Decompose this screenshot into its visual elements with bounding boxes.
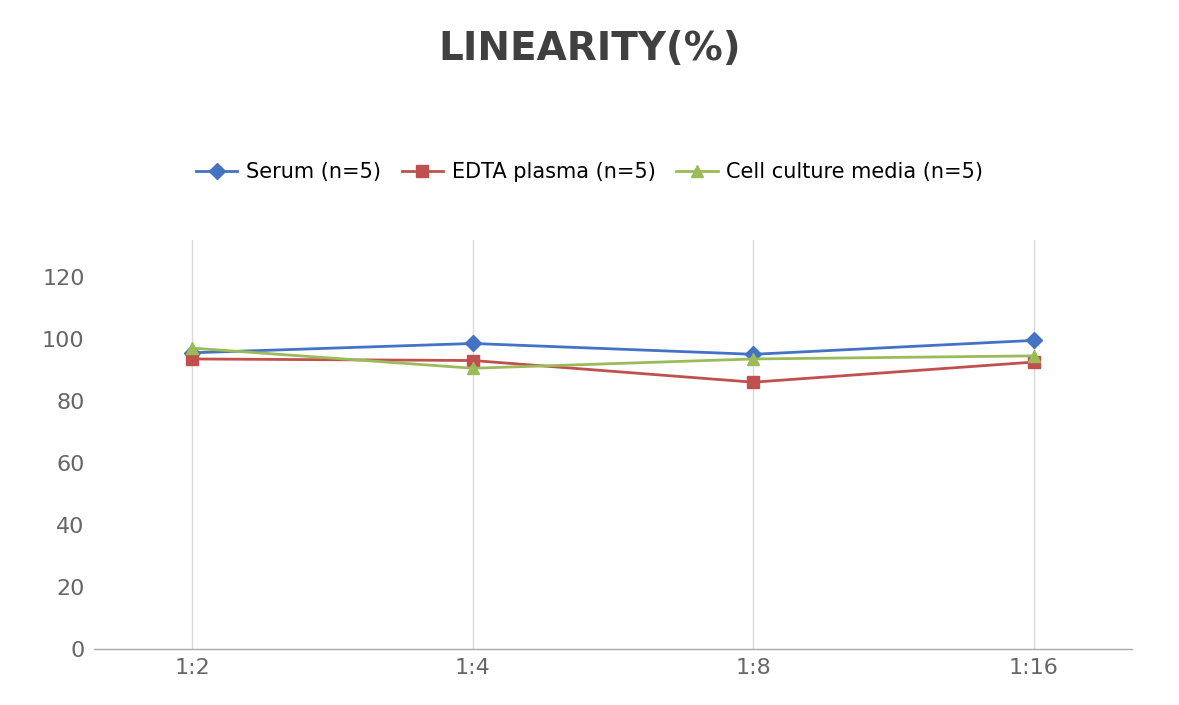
Cell culture media (n=5) <box>466 364 480 372</box>
Cell culture media (n=5) <box>746 355 760 363</box>
EDTA plasma (n=5) <box>185 355 199 363</box>
Line: Cell culture media (n=5): Cell culture media (n=5) <box>186 342 1040 374</box>
Cell culture media (n=5) <box>185 344 199 352</box>
Serum (n=5) <box>466 339 480 348</box>
Serum (n=5) <box>185 348 199 357</box>
EDTA plasma (n=5) <box>1027 358 1041 367</box>
Serum (n=5) <box>746 350 760 359</box>
EDTA plasma (n=5) <box>746 378 760 386</box>
Cell culture media (n=5) <box>1027 352 1041 360</box>
Line: Serum (n=5): Serum (n=5) <box>187 335 1039 360</box>
Legend: Serum (n=5), EDTA plasma (n=5), Cell culture media (n=5): Serum (n=5), EDTA plasma (n=5), Cell cul… <box>185 152 994 192</box>
Text: LINEARITY(%): LINEARITY(%) <box>439 30 740 68</box>
EDTA plasma (n=5) <box>466 356 480 364</box>
Serum (n=5) <box>1027 336 1041 345</box>
Line: EDTA plasma (n=5): EDTA plasma (n=5) <box>187 353 1039 388</box>
